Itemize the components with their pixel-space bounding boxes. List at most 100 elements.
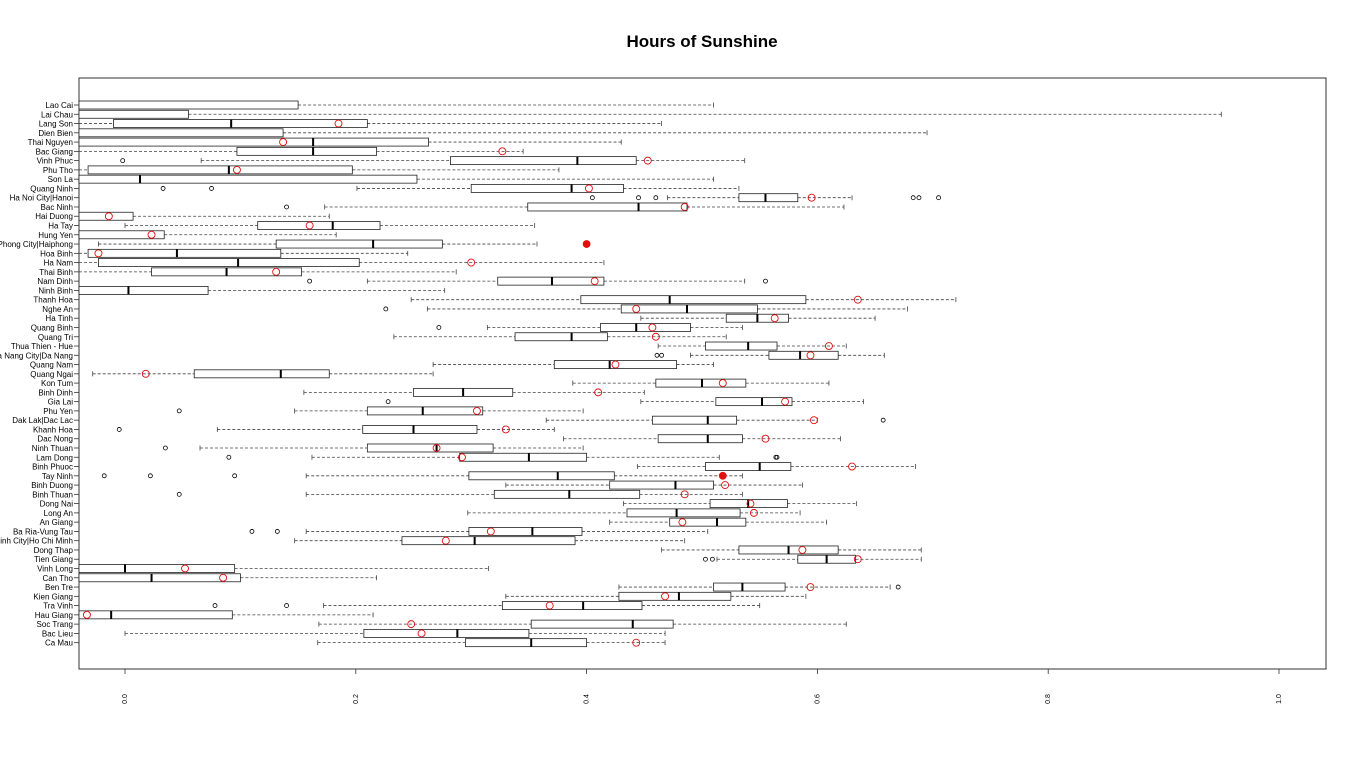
box-iqr <box>705 462 792 471</box>
y-tick-label: Lam Dong <box>36 453 73 462</box>
box-iqr <box>713 582 786 592</box>
box-15 <box>98 239 591 249</box>
box-5 <box>79 146 524 156</box>
box-iqr <box>620 304 758 314</box>
box-iqr <box>609 480 714 490</box>
box-iqr <box>657 434 743 444</box>
box-iqr <box>362 425 478 434</box>
box-0 <box>78 100 714 110</box>
box-iqr <box>87 165 353 175</box>
observed-point <box>678 518 687 527</box>
box-49 <box>703 554 922 564</box>
observed-point <box>486 527 495 536</box>
box-iqr <box>768 350 839 360</box>
box-51 <box>78 573 377 583</box>
box-23 <box>640 313 876 323</box>
y-tick-label: Dong Thap <box>34 546 74 555</box>
box-iqr <box>738 193 799 203</box>
y-tick-label: Phu Yen <box>43 407 73 416</box>
box-45 <box>609 517 828 527</box>
observed-point <box>848 462 856 471</box>
box-9 <box>160 184 740 193</box>
y-tick-label: Vinh Long <box>37 565 73 574</box>
y-tick-label: Soc Trang <box>37 620 73 629</box>
y-tick-label: Quang Ninh <box>30 184 73 193</box>
box-iqr <box>78 109 189 119</box>
box-iqr <box>600 323 691 332</box>
boxes-group <box>78 100 1222 648</box>
box-iqr <box>363 628 530 638</box>
y-tick-label: Nghe An <box>42 305 73 314</box>
box-13 <box>124 221 536 230</box>
observed-point <box>432 444 441 452</box>
y-tick-label: Kon Tum <box>41 379 73 388</box>
y-tick-label: Kien Giang <box>33 592 73 601</box>
box-50 <box>78 564 489 573</box>
y-tick-label: Hung Yen <box>38 231 73 240</box>
x-tick-label: 1.0 <box>1276 694 1283 704</box>
box-iqr <box>527 202 688 212</box>
outlier-point <box>936 195 941 201</box>
box-iqr <box>78 137 429 147</box>
box-iqr <box>78 128 284 138</box>
y-tick-label: Tay Ninh <box>42 472 73 481</box>
observed-point <box>594 388 603 397</box>
box-iqr <box>78 564 236 573</box>
box-iqr <box>450 156 637 166</box>
observed-point <box>761 434 770 443</box>
y-tick-label: Thai Binh <box>39 268 73 277</box>
box-iqr <box>459 452 588 462</box>
box-46 <box>249 527 709 536</box>
observed-point <box>718 379 727 388</box>
observed-point <box>181 564 189 573</box>
box-4 <box>78 137 622 147</box>
box-17 <box>79 258 605 267</box>
box-iqr <box>493 489 641 499</box>
box-32 <box>385 397 864 407</box>
y-tick-label: Binh Duong <box>31 481 73 490</box>
box-iqr <box>669 517 747 527</box>
observed-point <box>141 369 150 378</box>
outlier-point <box>774 454 780 460</box>
box-52 <box>618 582 901 592</box>
box-40 <box>101 471 743 481</box>
observed-point <box>749 508 758 517</box>
observed-point <box>746 499 755 508</box>
observed-point <box>501 425 510 434</box>
y-tick-label: Dac Nong <box>37 435 73 444</box>
observed-point <box>680 490 689 499</box>
y-tick-label: Thai Nguyen <box>28 138 73 147</box>
box-39 <box>636 462 916 471</box>
outlier-point <box>589 195 595 201</box>
box-iqr <box>78 573 241 583</box>
box-iqr <box>87 248 282 258</box>
box-16 <box>79 248 409 258</box>
box-26 <box>657 341 847 351</box>
y-tick-label: Bac Ninh <box>41 203 73 212</box>
box-12 <box>78 211 330 221</box>
box-7 <box>79 165 560 175</box>
box-3 <box>78 128 928 138</box>
observed-point <box>798 546 807 554</box>
outlier-point <box>226 454 232 460</box>
y-tick-label: Ha Tinh <box>45 314 73 323</box>
observed-point <box>584 184 593 193</box>
observed-point <box>272 267 281 276</box>
box-28 <box>432 360 714 369</box>
observed-point <box>458 453 466 462</box>
y-tick-label: Lai Chau <box>41 110 73 119</box>
outlier-point <box>284 204 289 210</box>
outlier-point <box>162 445 168 451</box>
y-tick-label: Ha Nam <box>44 259 74 268</box>
box-56 <box>318 619 847 629</box>
box-iqr <box>626 508 741 518</box>
y-tick-label: Dak Lak|Dac Lac <box>12 416 73 425</box>
outlier-point <box>147 473 153 479</box>
y-tick-label: Lao Cai <box>45 101 73 110</box>
observed-point <box>807 193 816 202</box>
box-21 <box>410 295 957 305</box>
box-6 <box>120 156 746 166</box>
box-22 <box>383 304 908 314</box>
box-24 <box>436 323 743 332</box>
